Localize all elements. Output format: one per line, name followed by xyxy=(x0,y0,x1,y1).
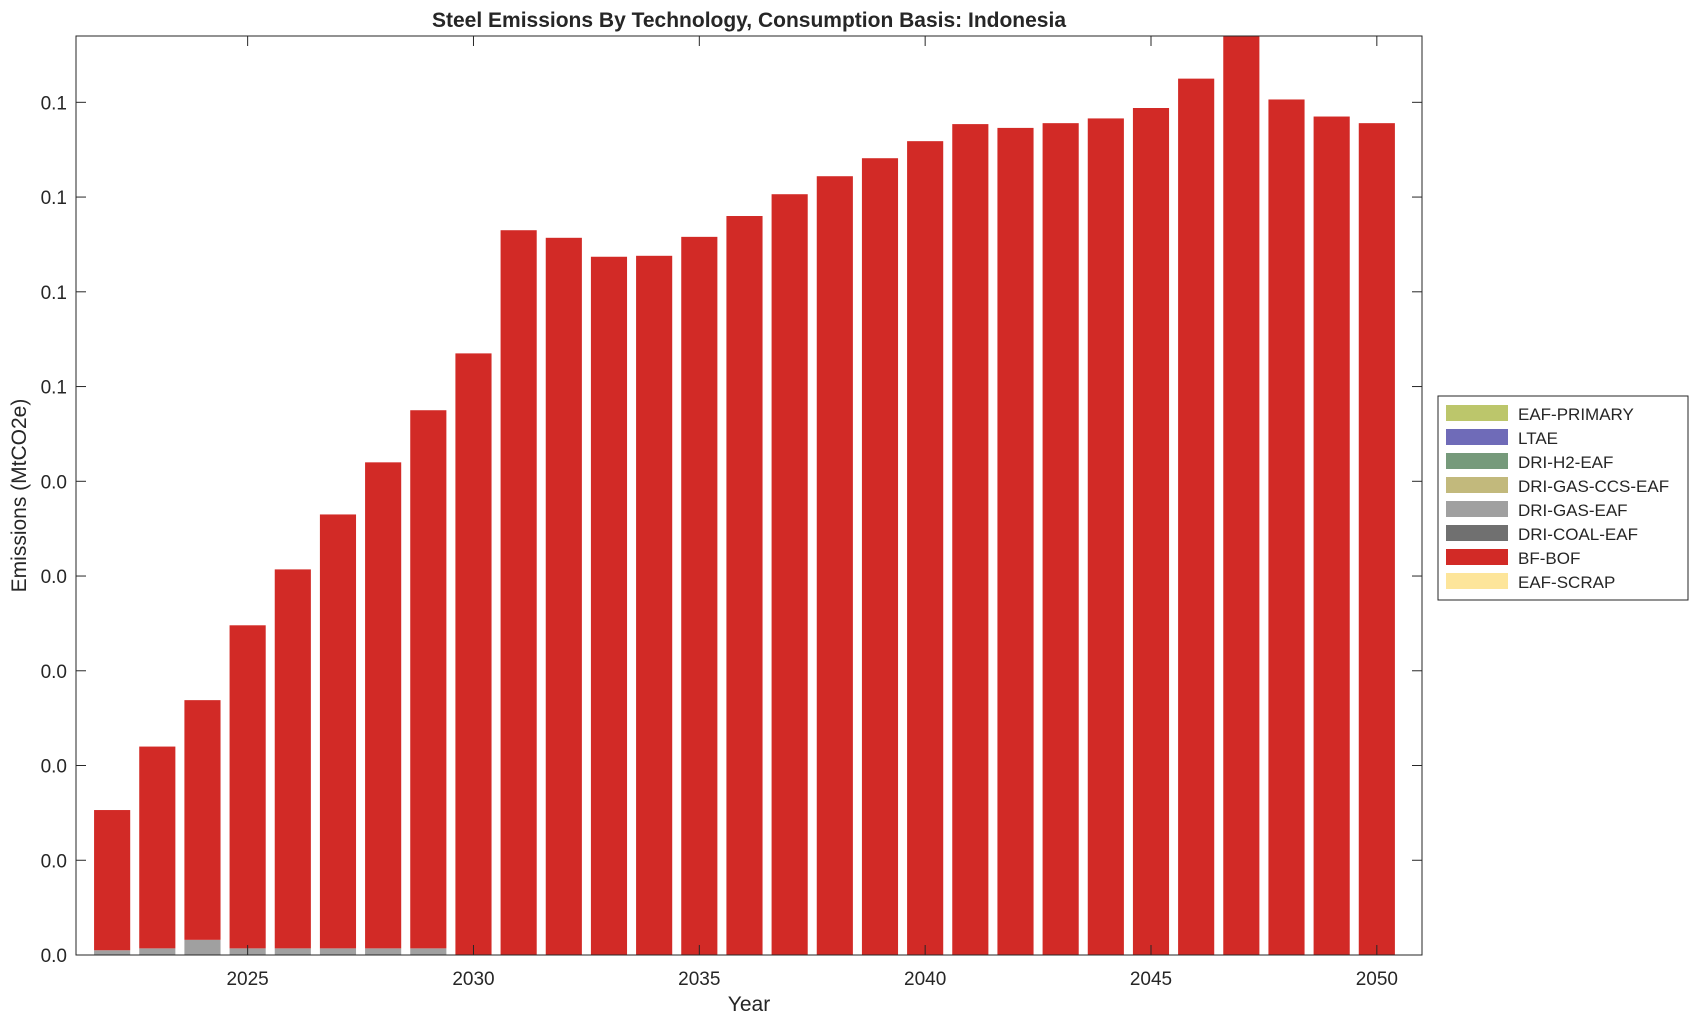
legend-label: DRI-H2-EAF xyxy=(1518,453,1613,472)
bar-bf-bof-2026 xyxy=(274,569,311,949)
x-axis-label: Year xyxy=(728,993,770,1016)
x-tick-label: 2040 xyxy=(904,969,946,990)
bar-bf-bof-2023 xyxy=(139,746,176,949)
legend-label: DRI-GAS-CCS-EAF xyxy=(1518,477,1669,496)
y-tick-label: 0.0 xyxy=(41,946,67,967)
y-tick-label: 0.0 xyxy=(41,851,67,872)
bar-bf-bof-2040 xyxy=(907,141,944,955)
legend-label: DRI-GAS-EAF xyxy=(1518,501,1628,520)
bar-dri-gas-eaf-2029 xyxy=(410,948,447,955)
y-tick-label: 0.1 xyxy=(41,188,67,209)
legend-swatch xyxy=(1446,525,1508,541)
bar-dri-gas-eaf-2026 xyxy=(274,948,311,955)
bar-bf-bof-2046 xyxy=(1178,78,1215,955)
legend-swatch xyxy=(1446,429,1508,445)
legend-swatch xyxy=(1446,573,1508,589)
y-tick-label: 0.1 xyxy=(41,93,67,114)
bar-bf-bof-2047 xyxy=(1223,36,1260,955)
y-tick-label: 0.0 xyxy=(41,472,67,493)
bar-bf-bof-2043 xyxy=(1042,123,1079,955)
bar-bf-bof-2035 xyxy=(681,236,718,955)
bar-bf-bof-2028 xyxy=(365,462,402,949)
bar-bf-bof-2050 xyxy=(1358,123,1395,955)
bar-bf-bof-2042 xyxy=(997,127,1034,955)
bar-bf-bof-2037 xyxy=(771,194,808,955)
bar-bf-bof-2022 xyxy=(94,810,131,951)
legend-label: DRI-COAL-EAF xyxy=(1518,525,1638,544)
bar-bf-bof-2041 xyxy=(952,124,989,956)
bar-dri-gas-eaf-2023 xyxy=(139,948,176,955)
legend-swatch xyxy=(1446,501,1508,517)
bar-bf-bof-2038 xyxy=(816,176,853,955)
bar-bf-bof-2030 xyxy=(455,353,492,955)
plot-area-frame xyxy=(75,35,1423,956)
bar-dri-gas-eaf-2027 xyxy=(319,948,357,955)
legend-label: EAF-PRIMARY xyxy=(1518,405,1634,424)
bar-bf-bof-2033 xyxy=(590,256,628,955)
bar-dri-gas-eaf-2022 xyxy=(94,950,131,955)
y-tick-label: 0.1 xyxy=(41,283,67,304)
bar-bf-bof-2049 xyxy=(1313,116,1350,955)
bar-bf-bof-2044 xyxy=(1087,118,1124,955)
ticks-layer: 2025 2030 2035 2040 2045 2050 0.0 0.0 0.0 0.0 0.0 0… xyxy=(41,36,1422,990)
y-tick-label: 0.1 xyxy=(41,378,67,399)
legend-swatch xyxy=(1446,405,1508,421)
y-tick-label: 0.0 xyxy=(41,662,67,683)
bar-dri-gas-eaf-2028 xyxy=(365,948,402,955)
x-tick-label: 2030 xyxy=(452,969,494,990)
bar-bf-bof-2045 xyxy=(1132,108,1170,955)
legend-label: BF-BOF xyxy=(1518,549,1580,568)
bar-bf-bof-2048 xyxy=(1268,99,1305,956)
bar-bf-bof-2029 xyxy=(410,410,447,949)
legend-swatch xyxy=(1446,549,1508,565)
bar-bf-bof-2031 xyxy=(500,230,537,955)
bar-bf-bof-2025 xyxy=(229,625,266,949)
bar-bf-bof-2032 xyxy=(545,237,582,955)
x-tick-label: 2025 xyxy=(226,969,268,990)
chart-title: Steel Emissions By Technology, Consumpti… xyxy=(432,9,1066,32)
bar-bf-bof-2034 xyxy=(636,255,673,955)
bar-bf-bof-2024 xyxy=(184,700,221,940)
legend-label: EAF-SCRAP xyxy=(1518,573,1615,592)
legend-swatch xyxy=(1446,453,1508,469)
bar-bf-bof-2039 xyxy=(861,158,899,955)
y-axis-label: Emissions (MtCO2e) xyxy=(8,399,31,593)
bar-bf-bof-2027 xyxy=(319,514,357,949)
x-tick-label: 2050 xyxy=(1356,969,1398,990)
legend-label: LTAE xyxy=(1518,429,1558,448)
legend-box xyxy=(1437,395,1689,601)
x-tick-label: 2035 xyxy=(678,969,720,990)
x-tick-label: 2045 xyxy=(1130,969,1172,990)
y-tick-label: 0.0 xyxy=(41,757,67,778)
bar-dri-gas-eaf-2024 xyxy=(184,939,221,955)
y-tick-label: 0.0 xyxy=(41,567,67,588)
legend: EAF-PRIMARY LTAE DRI-H2-EAF DRI-GAS-CCS-EAF… xyxy=(1437,395,1689,601)
bars-layer xyxy=(94,36,1395,956)
bar-bf-bof-2036 xyxy=(726,216,763,955)
legend-swatch xyxy=(1446,477,1508,493)
